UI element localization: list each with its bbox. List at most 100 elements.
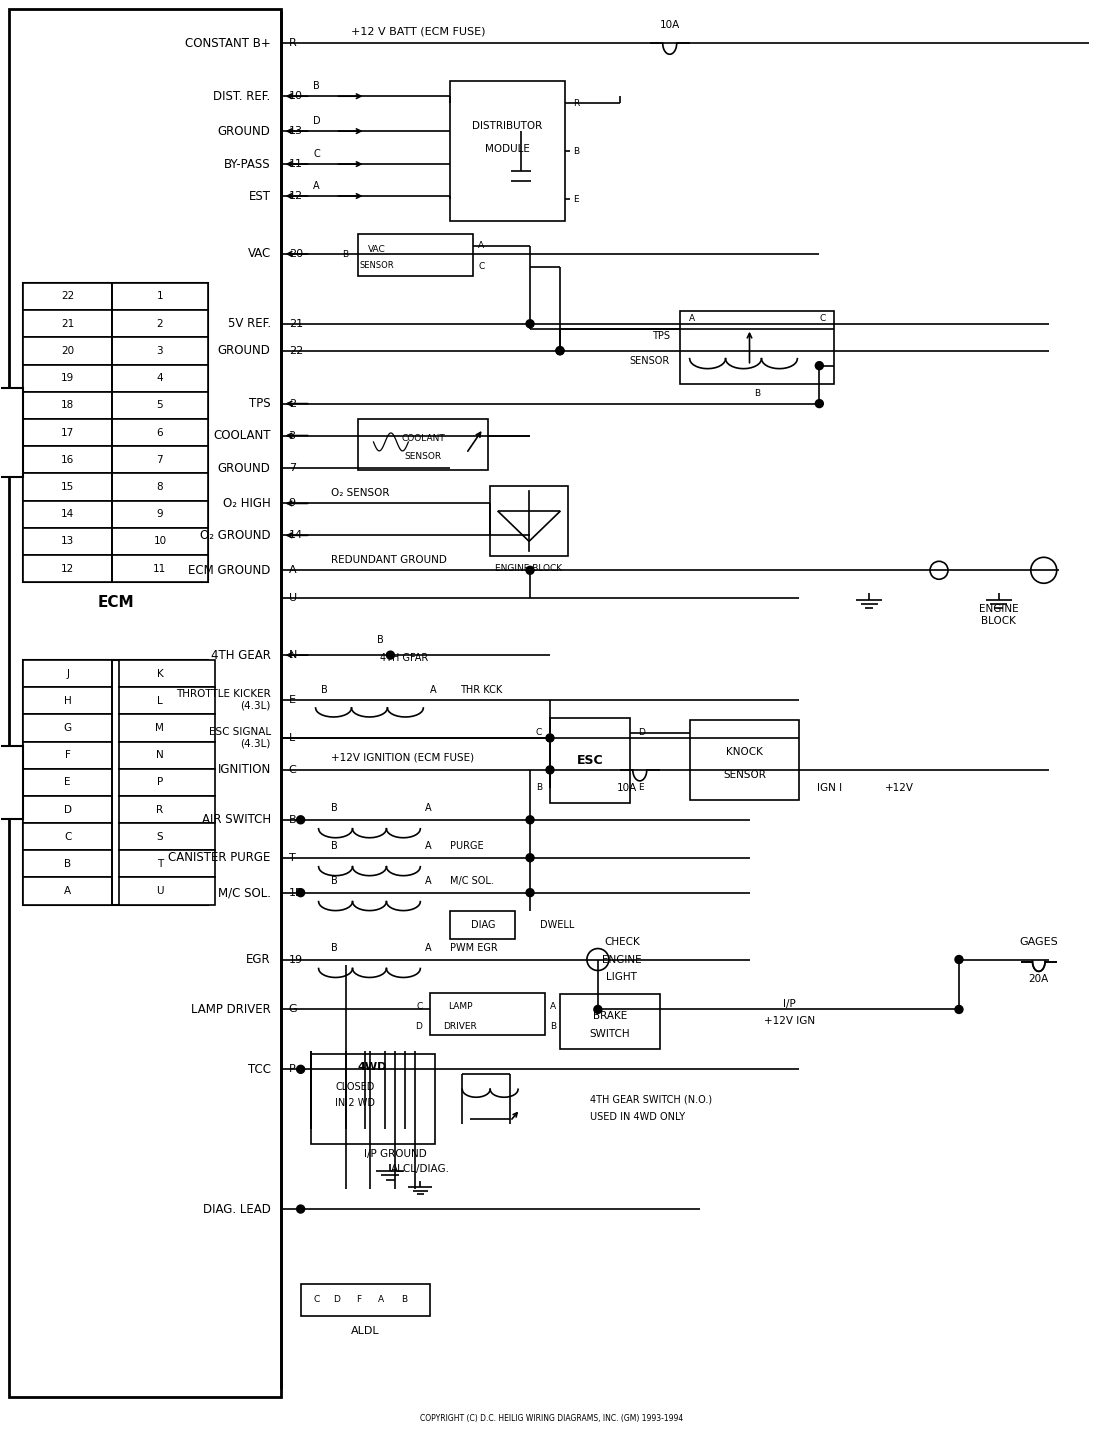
Bar bbox=[0, 745, 23, 820]
Bar bbox=[450, 910, 516, 939]
Text: A: A bbox=[425, 802, 432, 813]
Text: O₂ HIGH: O₂ HIGH bbox=[223, 497, 270, 510]
Circle shape bbox=[386, 651, 394, 659]
Text: PURGE: PURGE bbox=[450, 841, 484, 851]
Text: 11: 11 bbox=[288, 159, 302, 169]
Circle shape bbox=[527, 815, 534, 824]
Circle shape bbox=[546, 765, 554, 774]
Text: TCC: TCC bbox=[247, 1063, 270, 1076]
Text: 12: 12 bbox=[288, 191, 302, 201]
Bar bbox=[680, 311, 835, 384]
Text: LIGHT: LIGHT bbox=[606, 973, 637, 983]
Bar bbox=[23, 364, 112, 391]
Text: 4TH GEAR SWITCH (N.O.): 4TH GEAR SWITCH (N.O.) bbox=[590, 1095, 712, 1105]
Text: A: A bbox=[378, 1295, 384, 1304]
Text: B: B bbox=[378, 635, 384, 645]
Text: H: H bbox=[64, 696, 72, 706]
Text: U: U bbox=[156, 886, 163, 896]
Text: 22: 22 bbox=[61, 291, 74, 301]
Text: B: B bbox=[330, 943, 338, 953]
Text: USED IN 4WD ONLY: USED IN 4WD ONLY bbox=[590, 1112, 684, 1122]
Text: CHECK: CHECK bbox=[604, 937, 639, 947]
Text: DIST. REF.: DIST. REF. bbox=[213, 90, 270, 103]
Text: TPS: TPS bbox=[651, 331, 670, 341]
Bar bbox=[310, 1055, 435, 1144]
Text: COOLANT: COOLANT bbox=[402, 434, 445, 443]
Bar bbox=[23, 446, 112, 473]
Text: I/P: I/P bbox=[783, 999, 796, 1009]
Text: C: C bbox=[314, 1295, 319, 1304]
Text: A: A bbox=[431, 685, 437, 695]
Text: VAC: VAC bbox=[247, 248, 270, 261]
Text: DWELL: DWELL bbox=[540, 920, 574, 930]
Text: 19: 19 bbox=[288, 954, 302, 964]
Text: ESC: ESC bbox=[576, 754, 603, 767]
Text: C: C bbox=[64, 831, 72, 841]
Circle shape bbox=[527, 320, 534, 328]
Text: SENSOR: SENSOR bbox=[405, 451, 442, 461]
Text: DRIVER: DRIVER bbox=[444, 1022, 477, 1030]
Bar bbox=[23, 282, 112, 310]
Text: B: B bbox=[330, 802, 338, 813]
Text: A: A bbox=[550, 1002, 556, 1010]
Text: G: G bbox=[64, 724, 72, 734]
Bar bbox=[23, 715, 112, 742]
Text: D: D bbox=[312, 116, 320, 126]
Bar bbox=[23, 742, 112, 768]
Text: 20A: 20A bbox=[1029, 974, 1049, 984]
Text: 18: 18 bbox=[61, 400, 74, 410]
Bar bbox=[560, 995, 660, 1049]
Bar bbox=[119, 661, 215, 688]
Text: B: B bbox=[288, 815, 296, 825]
Bar bbox=[112, 555, 208, 582]
Text: ALDL: ALDL bbox=[351, 1326, 380, 1336]
Text: ECM: ECM bbox=[97, 595, 134, 609]
Text: M: M bbox=[156, 724, 164, 734]
Text: B: B bbox=[330, 841, 338, 851]
Text: EST: EST bbox=[248, 189, 270, 202]
Bar bbox=[112, 446, 208, 473]
Bar bbox=[119, 768, 215, 795]
Text: 17: 17 bbox=[61, 427, 74, 437]
Text: 2: 2 bbox=[157, 318, 163, 328]
Text: P: P bbox=[288, 1065, 296, 1075]
Text: ECM GROUND: ECM GROUND bbox=[189, 563, 270, 577]
Text: 3: 3 bbox=[288, 430, 296, 440]
Bar bbox=[359, 418, 488, 470]
Text: 10: 10 bbox=[288, 92, 302, 102]
Bar bbox=[431, 993, 545, 1036]
Circle shape bbox=[556, 347, 564, 355]
Bar bbox=[23, 473, 112, 500]
Text: EGR: EGR bbox=[246, 953, 270, 966]
Text: SENSOR: SENSOR bbox=[359, 261, 394, 271]
Text: 19: 19 bbox=[61, 373, 74, 383]
Bar bbox=[23, 310, 112, 337]
Text: E: E bbox=[64, 777, 71, 787]
Text: L: L bbox=[288, 732, 295, 742]
Text: +12 V BATT (ECM FUSE): +12 V BATT (ECM FUSE) bbox=[350, 26, 485, 36]
Text: B: B bbox=[754, 390, 760, 398]
Circle shape bbox=[955, 1006, 963, 1013]
Text: U: U bbox=[288, 593, 297, 603]
Text: AIR SWITCH: AIR SWITCH bbox=[202, 814, 270, 827]
Text: D: D bbox=[64, 804, 72, 814]
Text: IGNITION: IGNITION bbox=[217, 764, 270, 777]
Circle shape bbox=[527, 888, 534, 897]
Text: GROUND: GROUND bbox=[217, 344, 270, 357]
Text: C: C bbox=[314, 149, 320, 159]
Text: 5V REF.: 5V REF. bbox=[227, 317, 270, 330]
Text: +12V: +12V bbox=[884, 782, 914, 792]
Text: N: N bbox=[156, 751, 163, 759]
Text: CLOSED: CLOSED bbox=[336, 1082, 375, 1092]
Text: C: C bbox=[478, 262, 485, 271]
Text: S: S bbox=[157, 831, 163, 841]
Text: R: R bbox=[157, 804, 163, 814]
Text: LAMP DRIVER: LAMP DRIVER bbox=[191, 1003, 270, 1016]
Bar bbox=[23, 688, 112, 715]
Bar bbox=[23, 850, 112, 877]
Bar bbox=[9, 10, 280, 1397]
Text: 1: 1 bbox=[157, 291, 163, 301]
Text: G: G bbox=[288, 1005, 297, 1015]
Text: O₂ GROUND: O₂ GROUND bbox=[200, 529, 270, 542]
Text: DISTRIBUTOR: DISTRIBUTOR bbox=[473, 122, 543, 132]
